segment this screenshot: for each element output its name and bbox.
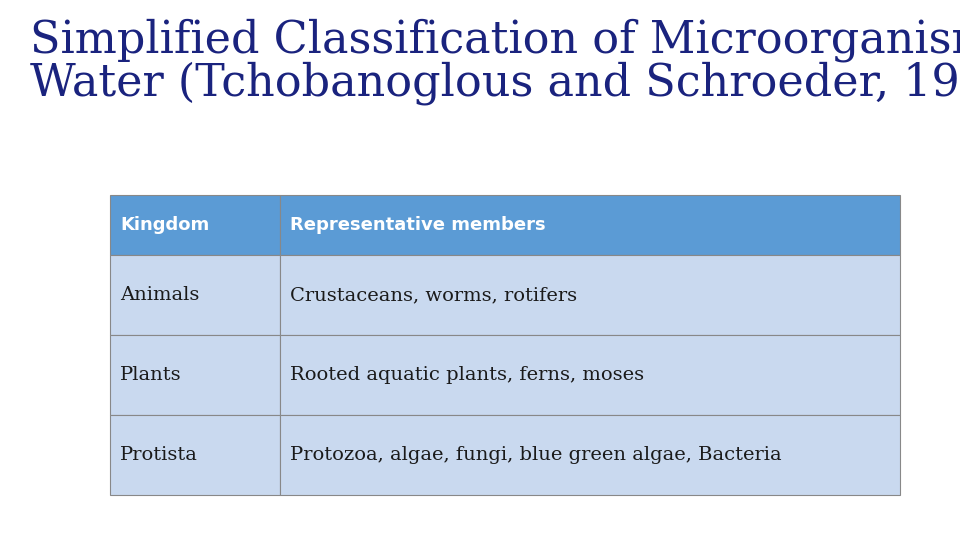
Text: Protozoa, algae, fungi, blue green algae, Bacteria: Protozoa, algae, fungi, blue green algae… (290, 446, 781, 464)
Text: Protista: Protista (120, 446, 198, 464)
Text: Simplified Classification of Microorganisms in: Simplified Classification of Microorgani… (30, 18, 960, 62)
Bar (110, 415, 280, 495)
Text: Crustaceans, worms, rotifers: Crustaceans, worms, rotifers (290, 286, 577, 304)
Bar (280, 255, 900, 335)
Bar (280, 195, 900, 255)
Text: Representative members: Representative members (290, 216, 545, 234)
Text: Rooted aquatic plants, ferns, moses: Rooted aquatic plants, ferns, moses (290, 366, 644, 384)
Bar (280, 335, 900, 415)
Text: Animals: Animals (120, 286, 200, 304)
Text: Water (Tchobanoglous and Schroeder, 1985): Water (Tchobanoglous and Schroeder, 1985… (30, 61, 960, 105)
Bar (280, 415, 900, 495)
Bar (110, 255, 280, 335)
Text: Plants: Plants (120, 366, 181, 384)
Bar (110, 195, 280, 255)
Text: Kingdom: Kingdom (120, 216, 209, 234)
Bar (110, 335, 280, 415)
